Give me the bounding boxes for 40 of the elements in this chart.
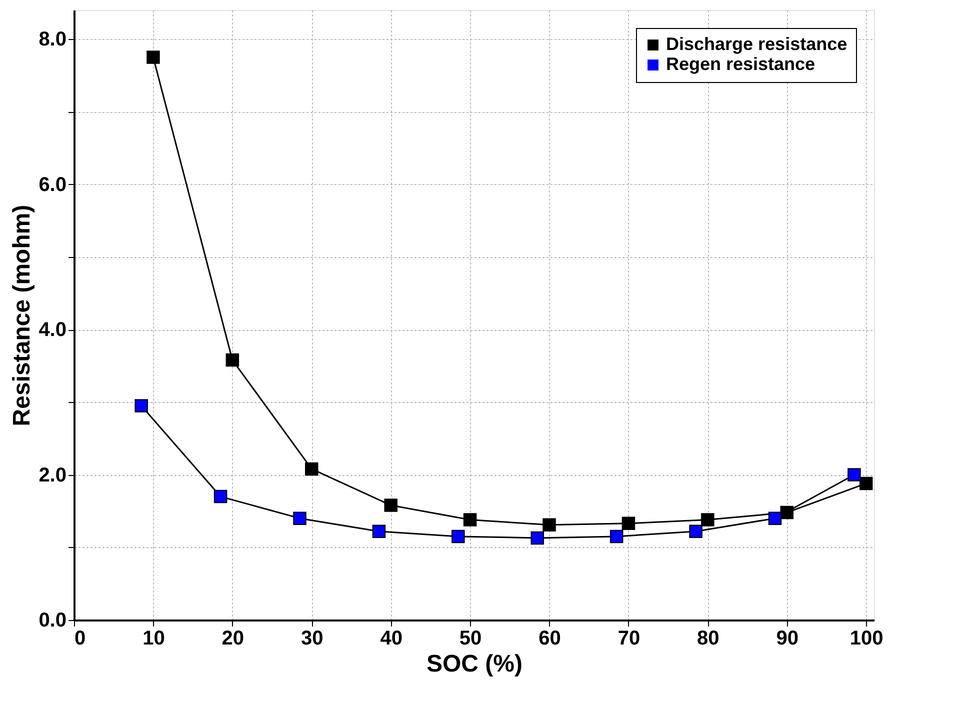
x-tick-label: 80 <box>697 628 720 650</box>
y-tick-label: 8.0 <box>38 28 66 51</box>
x-tick-label: 90 <box>776 628 798 650</box>
point <box>780 506 794 520</box>
y-tick-label: 4.0 <box>38 319 66 342</box>
point <box>305 462 318 476</box>
y-tick-label: 6.0 <box>38 174 66 196</box>
legend-label: Discharge resistance <box>666 34 848 54</box>
x-tick-label: 10 <box>142 628 165 650</box>
point <box>768 512 782 525</box>
point <box>530 531 544 545</box>
y-tick-label: 0.0 <box>38 610 66 632</box>
legend-label: Regen resistance <box>666 54 816 74</box>
point <box>384 498 398 512</box>
x-tick-label: 50 <box>459 628 482 650</box>
x-tick-label: 60 <box>538 628 561 650</box>
point <box>701 513 714 526</box>
y-tick-label: 2.0 <box>38 464 66 486</box>
point <box>689 524 702 538</box>
point <box>372 524 386 538</box>
x-tick-label: 40 <box>380 628 402 650</box>
x-tick-label: 30 <box>301 628 324 650</box>
x-axis-title: SOC (%) <box>426 650 522 678</box>
point <box>146 50 160 64</box>
point <box>134 399 148 412</box>
x-tick-label: 100 <box>850 628 884 650</box>
point <box>214 490 228 504</box>
point <box>610 530 624 544</box>
point <box>463 513 477 526</box>
point <box>226 353 240 367</box>
x-tick-label: 20 <box>222 628 244 650</box>
point <box>293 512 306 525</box>
x-tick-label: 70 <box>618 628 640 650</box>
point <box>859 476 873 490</box>
point <box>542 518 556 532</box>
point <box>848 468 861 482</box>
point <box>452 530 465 544</box>
x-tick-label: 0 <box>74 628 86 650</box>
y-axis-title: Resistance (mohm) <box>8 204 36 426</box>
point <box>622 516 636 530</box>
